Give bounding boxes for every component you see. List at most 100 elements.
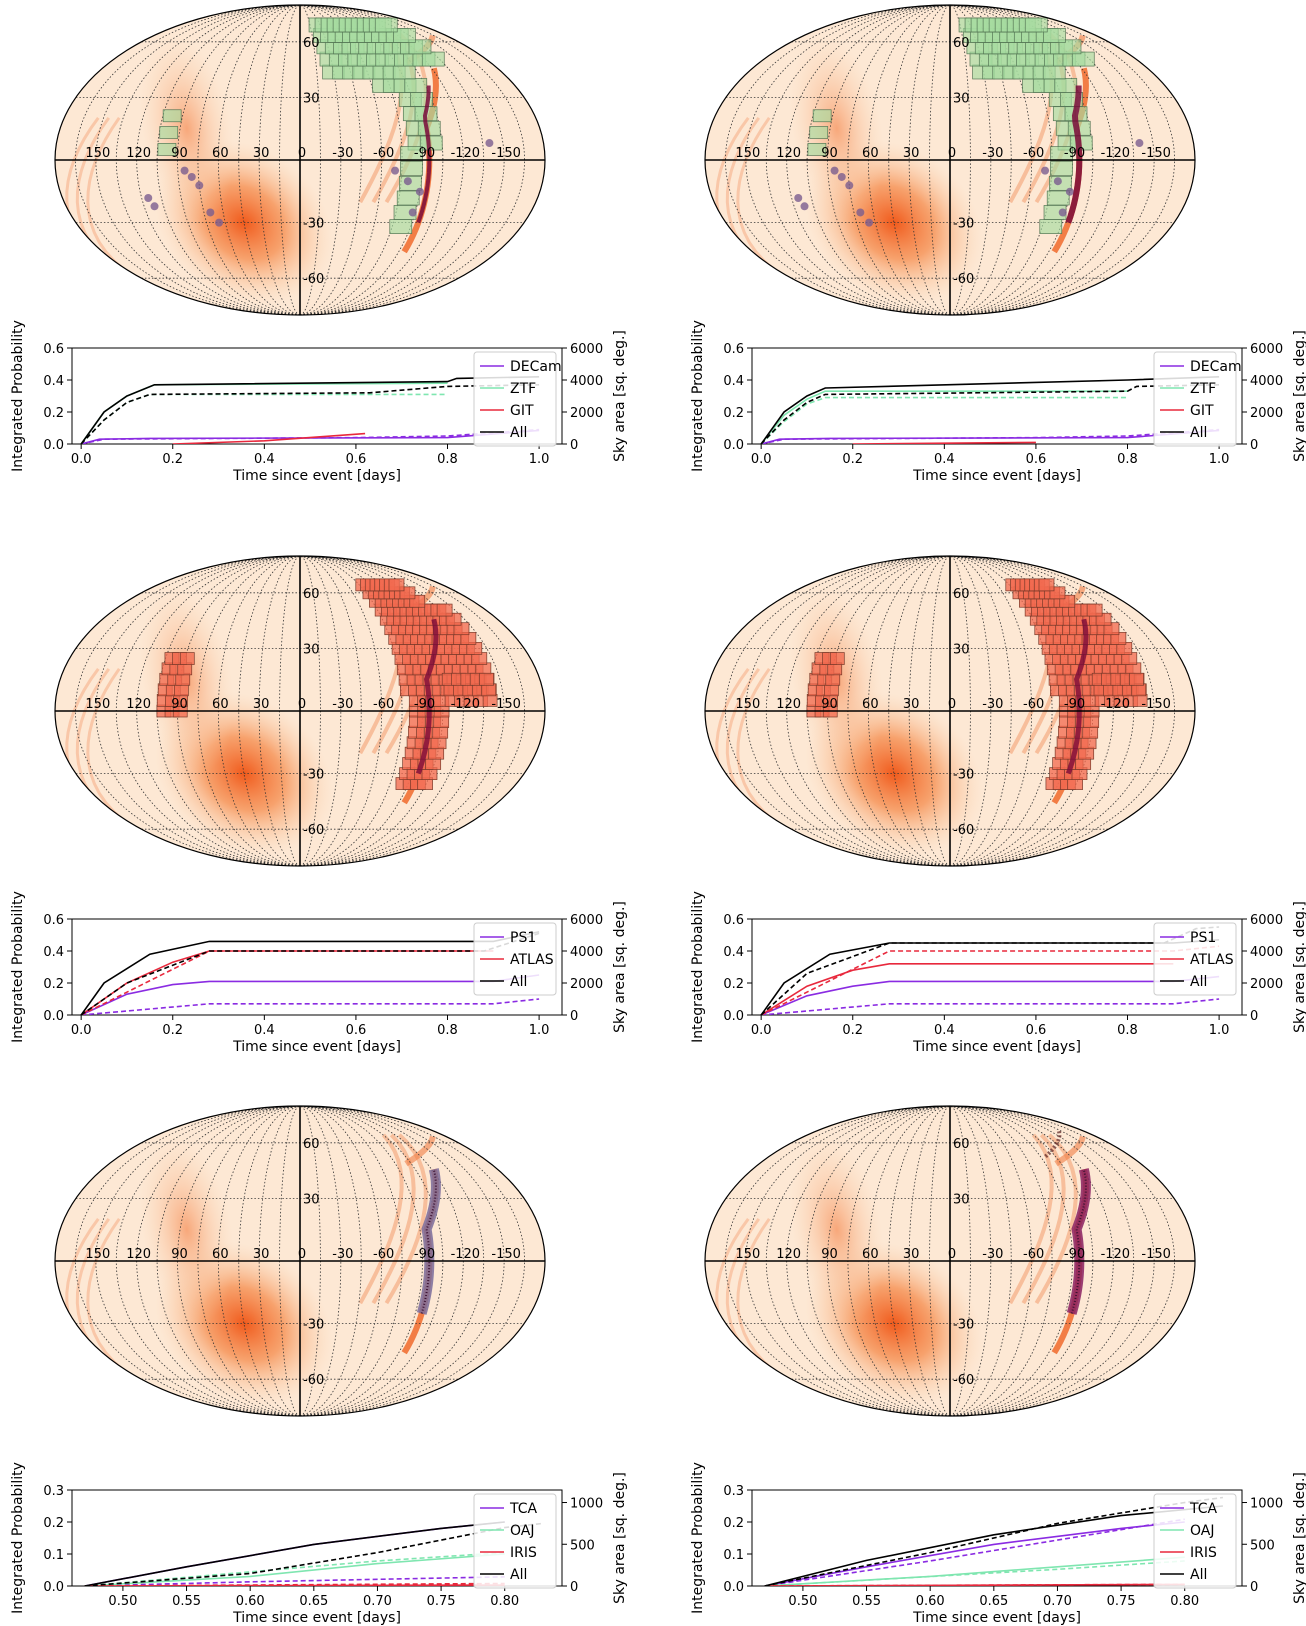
tile	[453, 622, 470, 636]
series-all-probability	[760, 376, 1220, 444]
heat-blob-north	[789, 34, 885, 223]
dense-pointings-edge	[420, 1169, 437, 1314]
x-axis-label: Time since event [days]	[912, 1039, 1081, 1055]
legend: TCA OAJ IRIS All	[473, 1493, 557, 1589]
series-ztf-area	[760, 396, 1128, 444]
longitude-label: -120	[451, 1247, 481, 1262]
latitude-label: 30	[953, 1192, 970, 1207]
tile	[1039, 219, 1063, 234]
x-tick-label: 0.0	[71, 452, 92, 467]
x-tick-label: 0.60	[916, 1594, 945, 1609]
decam-pointing	[845, 181, 854, 190]
meridian	[888, 1106, 951, 1416]
x-tick-label: 0.2	[162, 1023, 183, 1038]
latitude-label: 60	[953, 1137, 970, 1152]
tile	[812, 109, 832, 123]
x-tick-label: 0.8	[437, 1023, 458, 1038]
y2-tick-label: 4000	[570, 945, 603, 960]
longitude-label: 60	[212, 146, 229, 161]
meridian	[95, 1106, 301, 1416]
series-tca-probability	[764, 1521, 1185, 1586]
tile	[1129, 672, 1144, 686]
longitude-label: 120	[126, 697, 151, 712]
legend-box	[473, 351, 557, 447]
meridian	[299, 556, 525, 866]
meridian	[949, 1106, 1175, 1416]
gwprob-peak	[1065, 85, 1083, 224]
latitude-label: 30	[303, 91, 320, 106]
longitude-label: 120	[776, 1247, 801, 1262]
longitude-label: -120	[451, 146, 481, 161]
longitude-label: -30	[982, 1247, 1003, 1262]
meridian	[949, 5, 1175, 315]
y2-tick-label: 0	[570, 1009, 578, 1024]
y-tick-label: 0.4	[43, 945, 64, 960]
legend-label: All	[510, 425, 527, 441]
legend-box	[1153, 922, 1237, 996]
legend-label: ZTF	[1190, 381, 1216, 397]
observation-tiles	[144, 17, 494, 234]
longitude-label: -30	[332, 1247, 353, 1262]
latitude-label: 60	[303, 587, 320, 602]
longitude-label: 60	[212, 697, 229, 712]
longitude-label: 120	[126, 146, 151, 161]
series-lines	[84, 1521, 543, 1586]
legend-label: All	[1190, 974, 1207, 990]
y2-tick-label: 2000	[1250, 406, 1283, 421]
longitude-label: -90	[414, 1247, 435, 1262]
latitude-label: 30	[303, 642, 320, 657]
x-tick-label: 0.4	[934, 1023, 955, 1038]
tile	[1103, 622, 1120, 636]
legend-label: PS1	[510, 930, 536, 946]
decam-pointing	[794, 194, 803, 203]
meridian	[725, 556, 951, 866]
tile	[179, 652, 195, 665]
skymap-4: 150 120 90 60 30 0 -30 -60 -90 -120 -150 60 30 -30 -60	[704, 555, 1196, 867]
series-git-probability	[852, 441, 1036, 444]
series-atlas-area	[80, 950, 494, 1015]
x-tick-label: 0.4	[934, 452, 955, 467]
y-tick-label: 0.2	[43, 1516, 64, 1531]
y2-tick-label: 4000	[570, 374, 603, 389]
heat-blob-north	[139, 1135, 235, 1324]
tile	[829, 652, 845, 665]
meridian	[156, 1106, 301, 1416]
decam-pointing	[856, 208, 865, 217]
longitude-label: -120	[1101, 146, 1131, 161]
x-tick-label: 0.6	[1026, 452, 1047, 467]
dense-pointings-edge	[1070, 1169, 1087, 1314]
longitude-label: 30	[253, 1247, 270, 1262]
x-tick-label: 0.55	[852, 1594, 881, 1609]
y2-tick-label: 1000	[570, 1497, 603, 1512]
x-tick-label: 0.2	[162, 452, 183, 467]
longitude-label: -120	[1101, 1247, 1131, 1262]
series-oaj-area	[764, 1560, 1185, 1586]
heat-blob-north	[789, 1135, 885, 1324]
y-tick-label: 0.3	[43, 1484, 64, 1499]
meridian	[299, 1106, 464, 1416]
longitude-label: -30	[982, 146, 1003, 161]
y-tick-label: 0.0	[723, 1009, 744, 1024]
x-axis-label: Time since event [days]	[912, 1610, 1081, 1626]
longitude-label: -90	[1064, 146, 1085, 161]
map-border	[54, 1105, 546, 1417]
longitude-label: -60	[373, 1247, 394, 1262]
y-tick-label: 0.6	[723, 913, 744, 928]
series-git-probability	[172, 432, 366, 444]
longitude-label: -150	[1141, 697, 1171, 712]
meridian	[177, 5, 301, 315]
y-tick-label: 0.0	[43, 438, 64, 453]
x-tick-label: 0.55	[172, 1594, 201, 1609]
longitude-label: 60	[212, 1247, 229, 1262]
series-all-area	[760, 926, 1220, 1015]
meridian	[725, 1106, 951, 1416]
x-tick-label: 0.2	[842, 452, 863, 467]
skymap-6: 150 120 90 60 30 0 -30 -60 -90 -120 -150 60 30 -30 -60	[704, 1105, 1196, 1417]
meridian	[95, 556, 301, 866]
decam-pointing	[800, 202, 809, 211]
y-axis-label: Integrated Probability	[690, 891, 706, 1043]
meridian	[95, 5, 301, 315]
latitude-label: 30	[303, 1192, 320, 1207]
